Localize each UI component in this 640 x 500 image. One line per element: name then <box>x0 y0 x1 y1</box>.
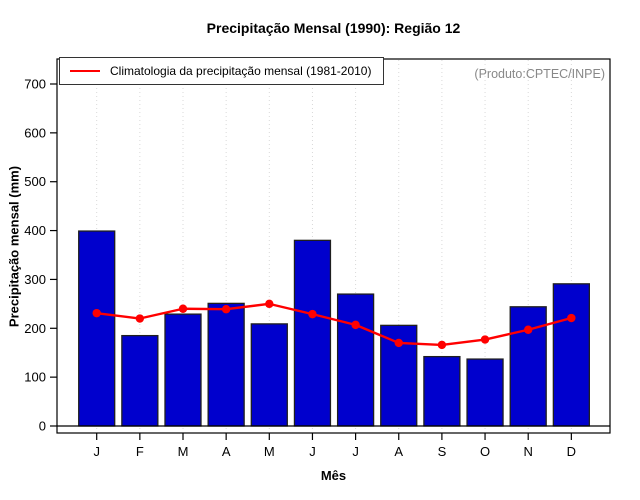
climatology-line <box>96 302 572 347</box>
y-tick-label: 200 <box>24 321 46 336</box>
climatology-point <box>178 304 188 313</box>
y-tick-label: 0 <box>39 419 46 434</box>
climatology-point <box>437 340 447 350</box>
y-tick-label: 300 <box>24 272 46 287</box>
x-tick-label: J <box>93 444 100 459</box>
y-tick-label: 600 <box>24 125 46 140</box>
y-tick-label: 500 <box>24 174 46 189</box>
x-axis-label: Mês <box>320 468 347 483</box>
bar <box>552 283 590 427</box>
x-tick-label: M <box>178 444 189 459</box>
climatology-point <box>351 320 360 330</box>
x-tick-label: S <box>438 444 447 459</box>
bar <box>250 323 288 427</box>
x-tick-label: A <box>394 444 403 459</box>
climatology-point <box>308 309 317 319</box>
bar <box>164 313 202 427</box>
chart-title: Precipitação Mensal (1990): Região 12 <box>206 20 461 36</box>
x-tick-label: J <box>352 444 359 459</box>
climatology-point <box>92 308 101 318</box>
climatology-point <box>524 325 533 334</box>
bar <box>78 230 116 427</box>
bar <box>336 293 375 427</box>
legend-label: Climatologia da precipitação mensal (198… <box>110 64 372 78</box>
climatology-point <box>221 305 231 314</box>
legend: Climatologia da precipitação mensal (198… <box>59 57 385 85</box>
x-tick-label: D <box>567 444 576 459</box>
y-tick-label: 400 <box>24 223 46 238</box>
x-tick-label: A <box>222 444 231 459</box>
bar <box>121 334 159 427</box>
x-tick-label: N <box>524 444 533 459</box>
product-annotation: (Produto:CPTEC/INPE) <box>474 67 605 81</box>
x-tick-label: M <box>264 444 275 459</box>
x-tick-label: J <box>309 444 316 459</box>
y-axis-label: Precipitação mensal (mm) <box>6 165 22 328</box>
climatology-point <box>265 299 274 309</box>
bar <box>207 302 245 427</box>
y-tick-label: 100 <box>24 370 46 385</box>
bar <box>293 239 332 427</box>
climatology-point <box>135 314 145 323</box>
bar <box>423 355 461 427</box>
climatology-point <box>567 313 576 323</box>
x-tick-label: F <box>136 444 144 459</box>
climatology-point <box>480 335 490 344</box>
legend-line-swatch <box>70 70 100 72</box>
bar <box>466 358 504 427</box>
climatology-point <box>394 338 403 348</box>
bar <box>509 306 547 427</box>
x-tick-label: O <box>480 444 490 459</box>
y-tick-label: 700 <box>24 77 46 92</box>
